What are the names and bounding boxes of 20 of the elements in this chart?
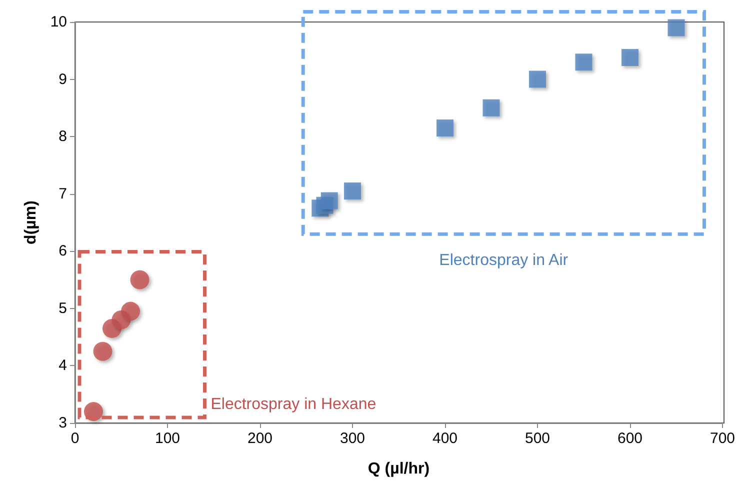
x-tick-label: 200 xyxy=(247,430,273,447)
y-tick-label: 3 xyxy=(58,414,67,432)
x-tick-label: 500 xyxy=(524,430,550,447)
x-tick-label: 600 xyxy=(617,430,643,447)
y-tick-label: 4 xyxy=(58,357,67,374)
y-tick-label: 8 xyxy=(58,128,67,146)
y-tick-label: 9 xyxy=(58,70,67,88)
x-axis-title: Q (µl/hr) xyxy=(368,460,430,478)
text: Electrospray in Air xyxy=(439,252,568,270)
y-tick-label: 5 xyxy=(58,300,67,317)
x-tick-label: 100 xyxy=(154,430,180,447)
x-tick-label: 300 xyxy=(340,430,366,447)
x-tick-label: 0 xyxy=(70,430,80,447)
y-axis-title: d(µm) xyxy=(22,200,40,244)
x-tick-label: 400 xyxy=(432,430,458,447)
x-tick-label: 700 xyxy=(710,430,735,447)
y-tick-label: 10 xyxy=(50,14,67,30)
y-tick-label: 7 xyxy=(58,185,67,202)
y-tick-label: 6 xyxy=(58,242,67,260)
text: Electrospray in Hexane xyxy=(210,396,376,414)
